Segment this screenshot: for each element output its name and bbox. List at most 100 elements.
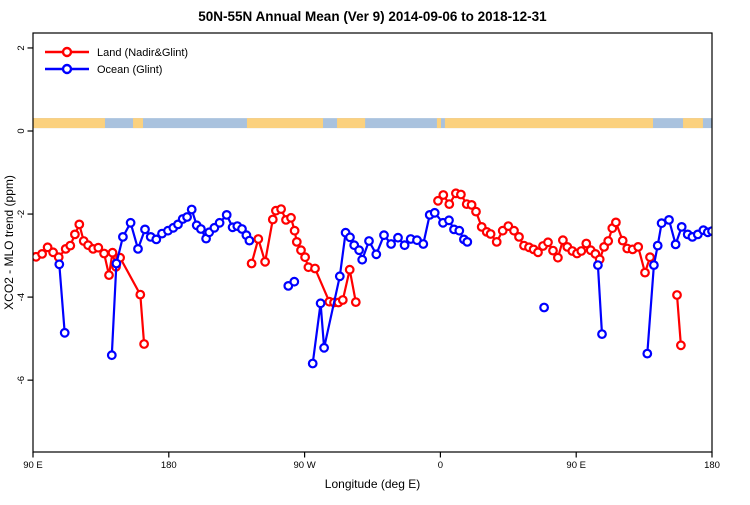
data-point-marker	[253, 234, 264, 244]
data-point-marker	[344, 264, 355, 275]
data-point-marker	[107, 247, 118, 258]
y-tick-label: -2	[16, 210, 27, 218]
data-point-marker	[539, 302, 549, 313]
map-strip	[33, 118, 712, 129]
data-point-marker	[672, 290, 682, 300]
data-point-marker	[642, 348, 653, 359]
land-series	[33, 188, 686, 351]
map-strip-land-segment	[683, 118, 703, 129]
data-point-marker	[104, 270, 114, 281]
data-point-marker	[454, 225, 465, 236]
data-point-marker	[371, 249, 382, 260]
data-point-marker	[444, 199, 455, 210]
map-strip-land-segment	[337, 118, 366, 129]
data-point-marker	[379, 230, 389, 241]
data-point-marker	[99, 248, 109, 259]
data-point-marker	[93, 242, 104, 253]
chart-title: 50N-55N Annual Mean (Ver 9) 2014-09-06 t…	[198, 9, 547, 24]
data-point-marker	[558, 235, 568, 246]
data-point-marker	[533, 247, 543, 258]
data-point-marker	[111, 258, 122, 269]
data-point-marker	[345, 232, 355, 243]
series-line-segment	[675, 293, 683, 347]
map-strip-land-segment	[436, 118, 442, 129]
data-point-marker	[135, 289, 146, 300]
data-point-marker	[214, 217, 225, 228]
legend-marker-icon	[61, 46, 73, 58]
data-point-marker	[399, 240, 410, 251]
data-point-marker	[548, 245, 558, 256]
y-axis-label: XCO2 - MLO trend (ppm)	[2, 175, 16, 310]
data-point-marker	[307, 358, 318, 369]
data-point-marker	[244, 235, 255, 246]
data-point-marker	[509, 225, 519, 236]
data-point-marker	[514, 231, 524, 242]
series-layer	[33, 188, 712, 369]
data-point-marker	[543, 237, 553, 248]
data-point-marker	[553, 252, 563, 263]
map-strip-ocean	[33, 118, 712, 129]
map-strip-land-segment	[33, 118, 105, 129]
x-tick-label: 90 E	[23, 460, 43, 471]
data-point-marker	[433, 195, 443, 206]
data-point-marker	[300, 252, 311, 263]
data-point-marker	[576, 246, 587, 256]
legend-marker-icon	[61, 63, 73, 75]
data-point-marker	[69, 229, 80, 240]
data-point-marker	[237, 224, 247, 234]
y-tick-label: 0	[16, 128, 27, 133]
data-point-marker	[195, 224, 206, 234]
y-tick-label: 2	[16, 45, 27, 50]
data-point-marker	[485, 229, 496, 239]
data-point-marker	[276, 204, 287, 215]
data-point-marker	[221, 209, 232, 220]
data-point-marker	[670, 239, 681, 250]
data-point-marker	[140, 224, 150, 235]
data-point-marker	[186, 204, 197, 215]
map-strip-land-segment	[133, 118, 143, 129]
map-strip-land-segment	[246, 118, 324, 129]
x-tick-label: 180	[161, 460, 177, 471]
data-point-marker	[151, 234, 162, 245]
data-point-marker	[37, 248, 47, 259]
data-point-marker	[54, 259, 65, 270]
x-tick-label: 90 E	[566, 460, 586, 471]
x-tick-label: 0	[438, 460, 443, 471]
data-point-marker	[645, 252, 655, 263]
data-point-marker	[182, 212, 193, 222]
data-point-marker	[246, 258, 257, 269]
data-point-marker	[393, 232, 403, 243]
data-point-marker	[334, 271, 345, 282]
axes: 90 E 180 90 W 0 90 E 180 2 0 -2 -4 -6 Longitude (de…	[2, 45, 720, 491]
series-line-segment	[596, 264, 604, 336]
data-point-marker	[456, 189, 466, 200]
ocean-series	[54, 204, 712, 369]
data-point-marker	[364, 236, 374, 246]
map-strip-land-segment	[444, 118, 654, 129]
data-point-marker	[593, 260, 603, 271]
data-point-marker	[652, 240, 663, 251]
data-point-marker	[260, 256, 271, 267]
data-point-marker	[133, 243, 143, 254]
data-point-marker	[597, 329, 607, 340]
data-point-marker	[676, 221, 687, 232]
data-point-marker	[289, 225, 300, 236]
x-tick-label: 90 W	[294, 460, 316, 471]
data-point-marker	[444, 215, 454, 226]
data-point-marker	[603, 236, 614, 246]
data-point-marker	[633, 241, 644, 252]
data-point-marker	[319, 342, 330, 353]
data-point-marker	[139, 339, 150, 349]
data-point-marker	[581, 238, 592, 249]
data-point-marker	[117, 231, 128, 242]
data-point-marker	[286, 212, 296, 223]
data-point-marker	[296, 245, 306, 256]
data-point-marker	[462, 236, 473, 247]
data-point-marker	[471, 206, 481, 217]
data-point-marker	[386, 239, 397, 249]
plot-border	[32, 32, 713, 453]
y-tick-label: -6	[16, 376, 27, 384]
data-point-marker	[466, 199, 477, 210]
